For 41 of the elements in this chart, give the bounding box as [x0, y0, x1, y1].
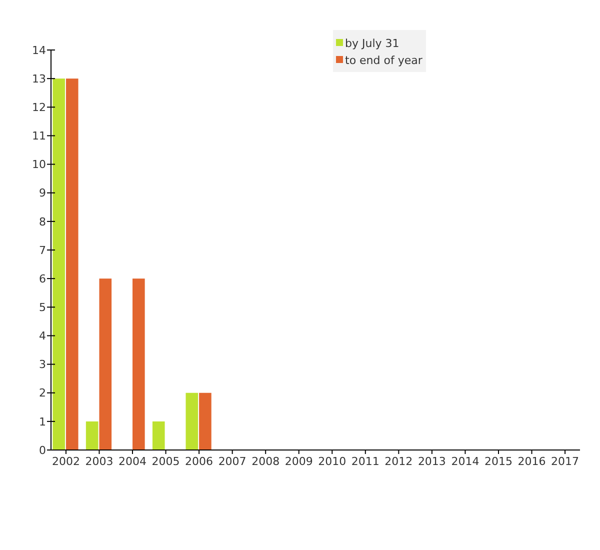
bar: [86, 421, 98, 450]
bar: [52, 78, 65, 450]
y-tick-label: 1: [39, 415, 46, 428]
bar: [186, 392, 198, 450]
y-tick-label: 14: [32, 44, 46, 57]
x-tick-label: 2010: [318, 455, 346, 468]
bar: [99, 278, 112, 450]
y-tick-label: 10: [32, 158, 46, 172]
x-tick-label: 2017: [551, 455, 580, 468]
x-tick-label: 2005: [152, 455, 180, 468]
y-tick-label: 4: [39, 330, 46, 343]
y-tick-label: 9: [39, 186, 46, 200]
x-tick-label: 2012: [384, 455, 413, 468]
x-tick-label: 2016: [518, 455, 546, 468]
y-tick-label: 6: [39, 272, 46, 286]
x-tick-label: 2014: [451, 455, 480, 468]
x-tick-label: 2003: [85, 455, 114, 468]
x-tick-label: 2004: [118, 455, 147, 468]
x-tick-label: 2002: [52, 455, 80, 468]
y-tick-label: 0: [39, 444, 46, 457]
x-tick-label: 2008: [252, 455, 280, 468]
legend-label: by July 31: [345, 36, 400, 50]
y-tick-label: 5: [39, 300, 46, 314]
bar: [132, 278, 145, 450]
bar: [152, 421, 165, 450]
y-tick-label: 2: [39, 386, 46, 400]
x-tick-label: 2013: [418, 455, 446, 468]
x-tick-label: 2009: [284, 455, 313, 468]
y-tick-label: 13: [32, 72, 46, 86]
legend-label: to end of year: [345, 54, 423, 67]
bar: [199, 392, 212, 450]
x-tick-label: 2007: [218, 455, 246, 468]
x-tick-label: 2006: [185, 455, 214, 468]
x-tick-label: 2015: [484, 455, 512, 468]
y-tick-label: 12: [32, 100, 46, 114]
y-tick-label: 11: [32, 130, 46, 143]
y-tick-label: 3: [39, 358, 46, 372]
y-tick-label: 8: [39, 215, 46, 228]
bar: [66, 78, 78, 450]
y-tick-label: 7: [39, 244, 46, 257]
x-tick-label: 2011: [351, 455, 380, 468]
